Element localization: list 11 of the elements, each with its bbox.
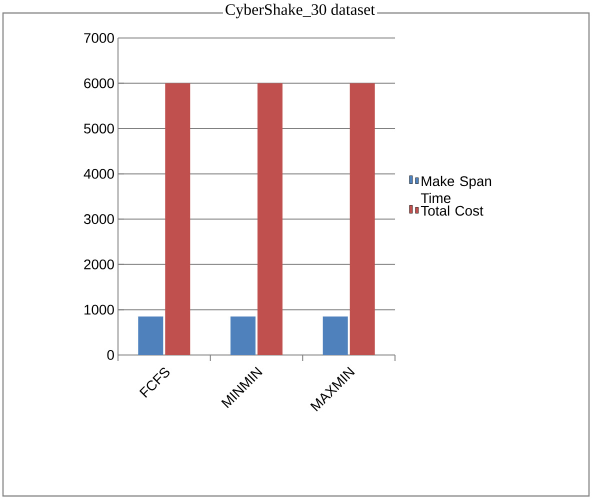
y-tick-label: 0 — [107, 350, 114, 360]
y-tick-label: 4000 — [84, 168, 114, 179]
chart-title: CyberShake_30 dataset — [226, 4, 375, 18]
y-tick-label: 1000 — [84, 304, 114, 315]
legend-label: Total Cost — [420, 205, 484, 216]
y-tick-label: 6000 — [84, 78, 114, 88]
y-tick-label: 3000 — [84, 214, 114, 224]
y-tick-label: 5000 — [84, 124, 114, 134]
y-tick-label: 2000 — [84, 259, 114, 270]
legend-label: Make Span Time — [420, 176, 492, 204]
y-tick-label: 7000 — [84, 33, 114, 43]
